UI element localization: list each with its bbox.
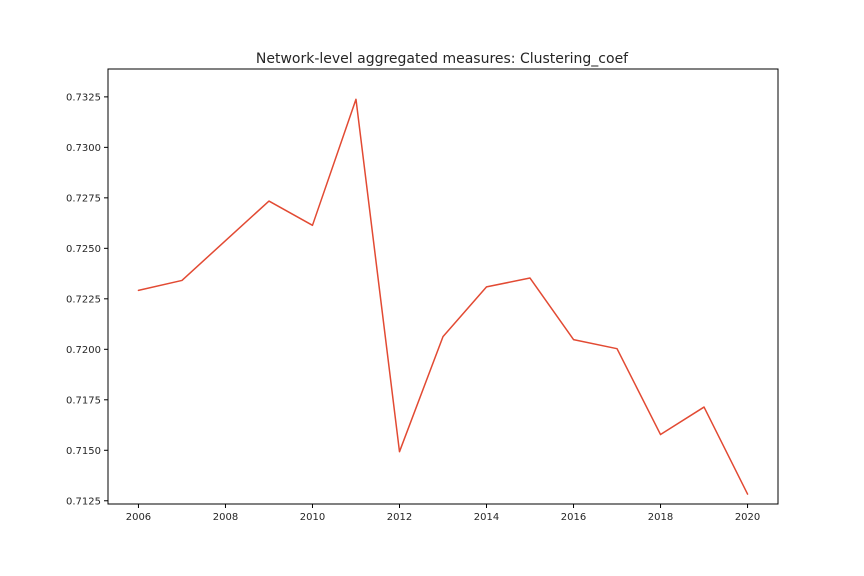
x-tick-label: 2014	[474, 512, 499, 523]
y-tick-label: 0.7125	[66, 496, 101, 507]
series-layer	[137, 98, 749, 495]
series-line-0	[137, 98, 749, 495]
y-tick-label: 0.7275	[66, 193, 101, 204]
x-tick-label: 2006	[126, 512, 151, 523]
y-tick-label: 0.7225	[66, 294, 101, 305]
x-axis: 2006 2008 2010 2012 2014 2016 2018 2020	[126, 504, 760, 523]
y-axis: 0.7125 0.7150 0.7175 0.7200 0.7225 0.7250 0.72…	[66, 92, 108, 507]
y-tick-label: 0.7325	[66, 92, 101, 103]
plot-area-frame	[107, 68, 779, 505]
y-tick-label: 0.7300	[66, 143, 101, 154]
y-tick-label: 0.7150	[66, 446, 101, 457]
y-tick-label: 0.7250	[66, 244, 101, 255]
x-tick-label: 2012	[387, 512, 412, 523]
x-tick-label: 2018	[648, 512, 673, 523]
x-tick-label: 2010	[300, 512, 325, 523]
x-tick-label: 2016	[561, 512, 586, 523]
y-tick-label: 0.7175	[66, 395, 101, 406]
y-tick-label: 0.7200	[66, 345, 101, 356]
chart-title: Network-level aggregated measures: Clust…	[256, 51, 629, 67]
x-tick-label: 2008	[213, 512, 238, 523]
x-tick-label: 2020	[735, 512, 760, 523]
